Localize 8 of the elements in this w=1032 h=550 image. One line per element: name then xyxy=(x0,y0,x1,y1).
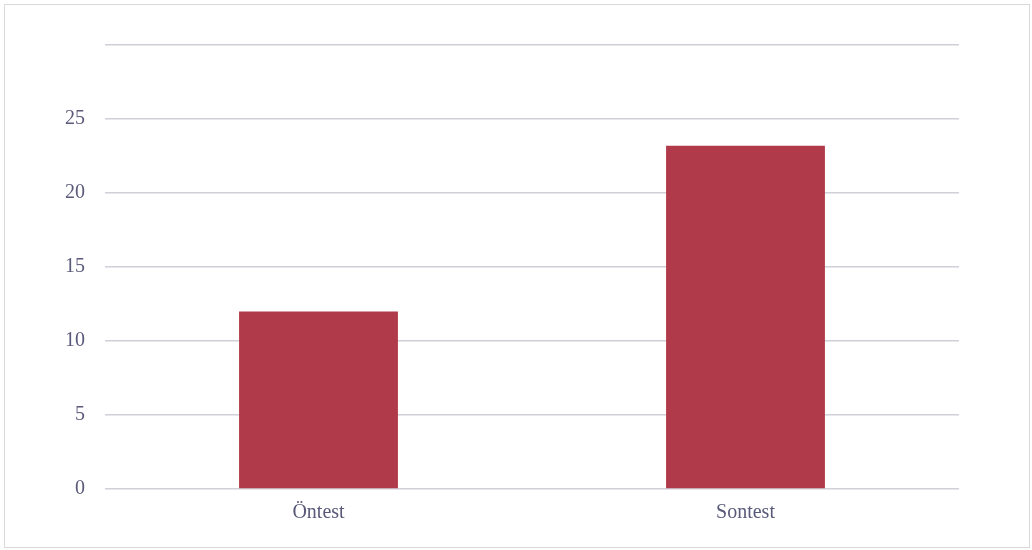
y-tick-label: 5 xyxy=(75,402,85,425)
x-tick-label: Sontest xyxy=(716,500,776,523)
x-tick-label: Öntest xyxy=(292,500,346,523)
y-tick-label: 0 xyxy=(75,476,85,499)
y-tick-label: 10 xyxy=(65,328,85,351)
y-tick-label: 15 xyxy=(65,254,85,277)
y-tick-label: 25 xyxy=(65,106,85,129)
y-tick-label: 20 xyxy=(65,180,85,203)
